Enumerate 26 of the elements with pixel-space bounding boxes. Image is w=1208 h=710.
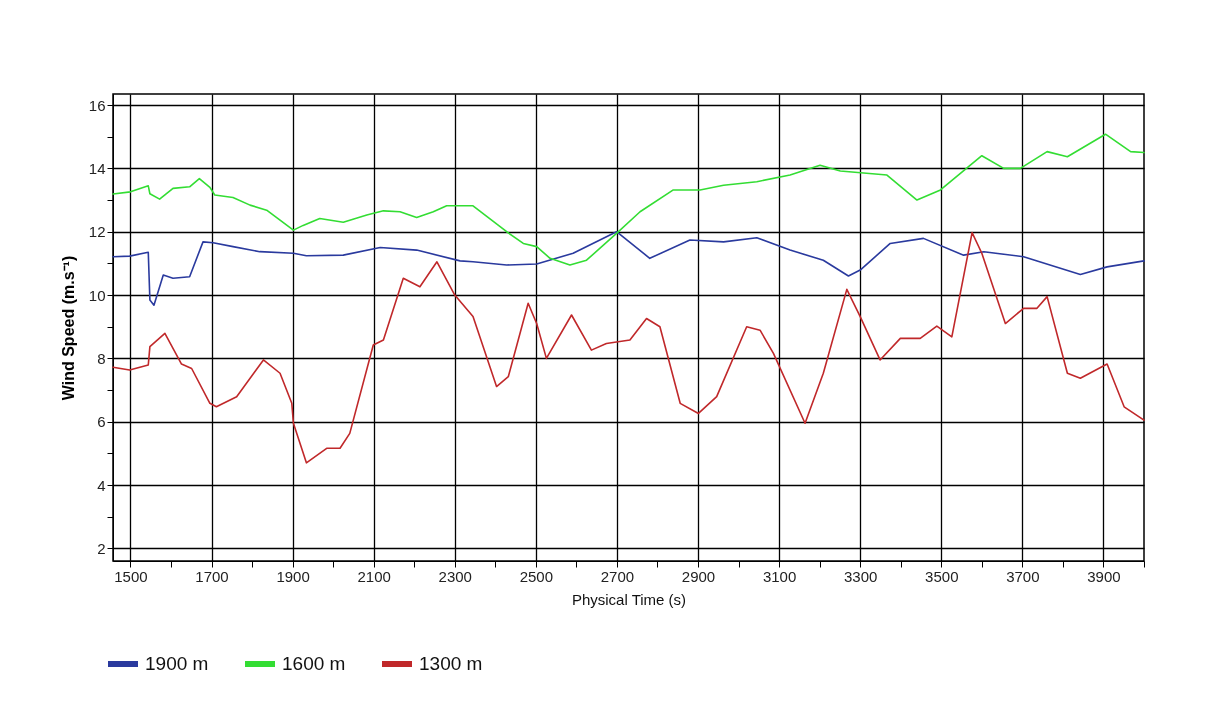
x-tick-label: 1500 [114,567,148,585]
y-tick-label: 2 [97,539,106,557]
y-tick-label: 8 [97,349,106,367]
x-tick-label: 2700 [600,567,635,585]
y-tick-label: 16 [88,96,106,114]
y-tick-label: 10 [88,286,106,304]
y-axis-title: Wind Speed (m.s⁻¹) [59,255,77,401]
y-tick-label: 4 [97,476,106,494]
y-tick-label: 14 [88,159,106,177]
x-tick-label: 1700 [195,567,229,585]
y-tick-label: 12 [88,223,106,241]
x-tick-label: 2500 [519,567,554,585]
x-tick-label: 2900 [681,567,716,585]
y-tick-label: 6 [97,413,106,431]
x-tick-label: 3900 [1087,567,1121,585]
x-tick-label: 3300 [844,567,878,585]
x-tick-label: 3100 [762,567,797,585]
x-tick-label: 3700 [1006,567,1040,585]
legend-label: 1900 m [145,653,209,674]
x-tick-label: 2300 [438,567,472,585]
x-tick-label: 1900 [276,567,310,585]
x-tick-label: 3500 [925,567,959,585]
legend-label: 1600 m [282,653,346,674]
legend-label: 1300 m [419,653,483,674]
x-axis-title: Physical Time (s) [571,590,687,608]
x-tick-label: 2100 [357,567,391,585]
